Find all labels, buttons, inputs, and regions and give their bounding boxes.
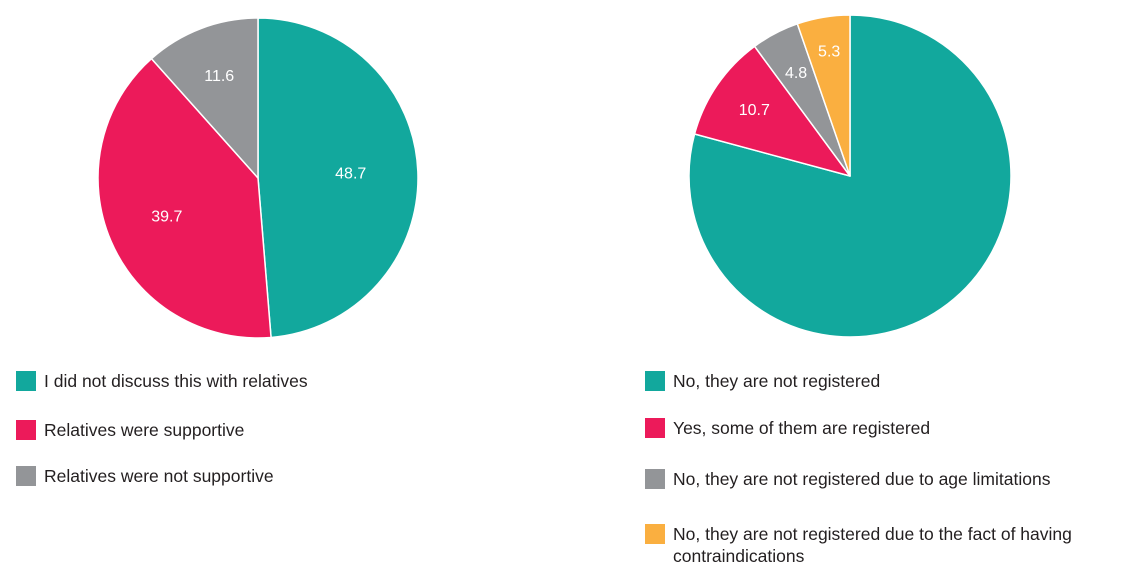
- legend-label: Yes, some of them are registered: [673, 418, 931, 438]
- legend-item-no-they-are-not-registered: No, they are not registered: [645, 370, 880, 392]
- slice-value-label: 48.7: [335, 166, 366, 183]
- legend-swatch: [645, 418, 665, 438]
- pie-chart-relatives: 48.7 39.7 11.6: [97, 17, 419, 339]
- legend-item-relatives-were-supportive: Relatives were supportive: [16, 419, 244, 441]
- legend-relatives: I did not discuss this with relatives Rel…: [16, 370, 496, 500]
- legend-label: I did not discuss this with relatives: [44, 371, 308, 391]
- pie-slice-yes-some-of-them-are-registered: [693, 45, 851, 177]
- legend-registration: No, they are not registered Yes, some of …: [645, 370, 1125, 570]
- legend-swatch: [16, 466, 36, 486]
- slice-value-label: 4.8: [785, 65, 807, 82]
- legend-item-relatives-were-not-supportive: Relatives were not supportive: [16, 465, 274, 487]
- pie-slice-no-they-are-not-registered-due-to-the-fact-of-having-contraindications: [796, 14, 851, 177]
- legend-swatch: [645, 524, 665, 544]
- legend-label: No, they are not registered due to age l…: [673, 469, 1051, 489]
- legend-label: Relatives were not supportive: [44, 466, 274, 486]
- slice-value-label: 5.3: [818, 44, 840, 61]
- legend-swatch: [645, 469, 665, 489]
- pie-slice-i-did-not-discuss-this-with-relatives: [257, 17, 419, 339]
- legend-label: Relatives were supportive: [44, 420, 245, 440]
- legend-item-yes-some-of-them-are-registered: Yes, some of them are registered: [645, 417, 930, 439]
- legend-label: No, they are not registered: [673, 371, 881, 391]
- pie-slice-relatives-were-not-supportive: [150, 17, 259, 179]
- pie-slice-relatives-were-supportive: [97, 57, 272, 339]
- slice-value-label: 39.7: [151, 209, 182, 226]
- slice-value-label: 11.6: [204, 68, 234, 85]
- legend-item-i-did-not-discuss-this-with-relatives: I did not discuss this with relatives: [16, 370, 308, 392]
- slice-value-label: 10.7: [739, 102, 770, 119]
- legend-item-no-they-are-not-registered-due-to-the-fact-of-having-contraindications: No, they are not registered due to the f…: [645, 523, 1118, 567]
- legend-swatch: [645, 371, 665, 391]
- legend-swatch: [16, 371, 36, 391]
- pie-chart-registration: 10.7 4.8 5.3: [688, 14, 1012, 338]
- legend-label: No, they are not registered due to the f…: [673, 524, 1072, 566]
- legend-swatch: [16, 420, 36, 440]
- legend-item-no-they-are-not-registered-due-to-age-limitations: No, they are not registered due to age l…: [645, 468, 1050, 490]
